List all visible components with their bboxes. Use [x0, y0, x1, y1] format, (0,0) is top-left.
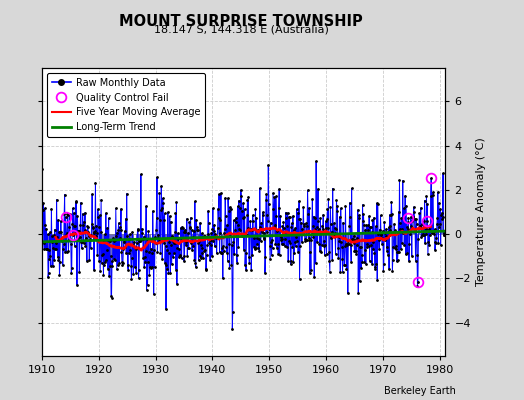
Text: Berkeley Earth: Berkeley Earth	[384, 386, 456, 396]
Text: 18.147 S, 144.318 E (Australia): 18.147 S, 144.318 E (Australia)	[154, 25, 329, 35]
Legend: Raw Monthly Data, Quality Control Fail, Five Year Moving Average, Long-Term Tren: Raw Monthly Data, Quality Control Fail, …	[47, 73, 205, 137]
Text: MOUNT SURPRISE TOWNSHIP: MOUNT SURPRISE TOWNSHIP	[119, 14, 363, 29]
Y-axis label: Temperature Anomaly (°C): Temperature Anomaly (°C)	[476, 138, 486, 286]
